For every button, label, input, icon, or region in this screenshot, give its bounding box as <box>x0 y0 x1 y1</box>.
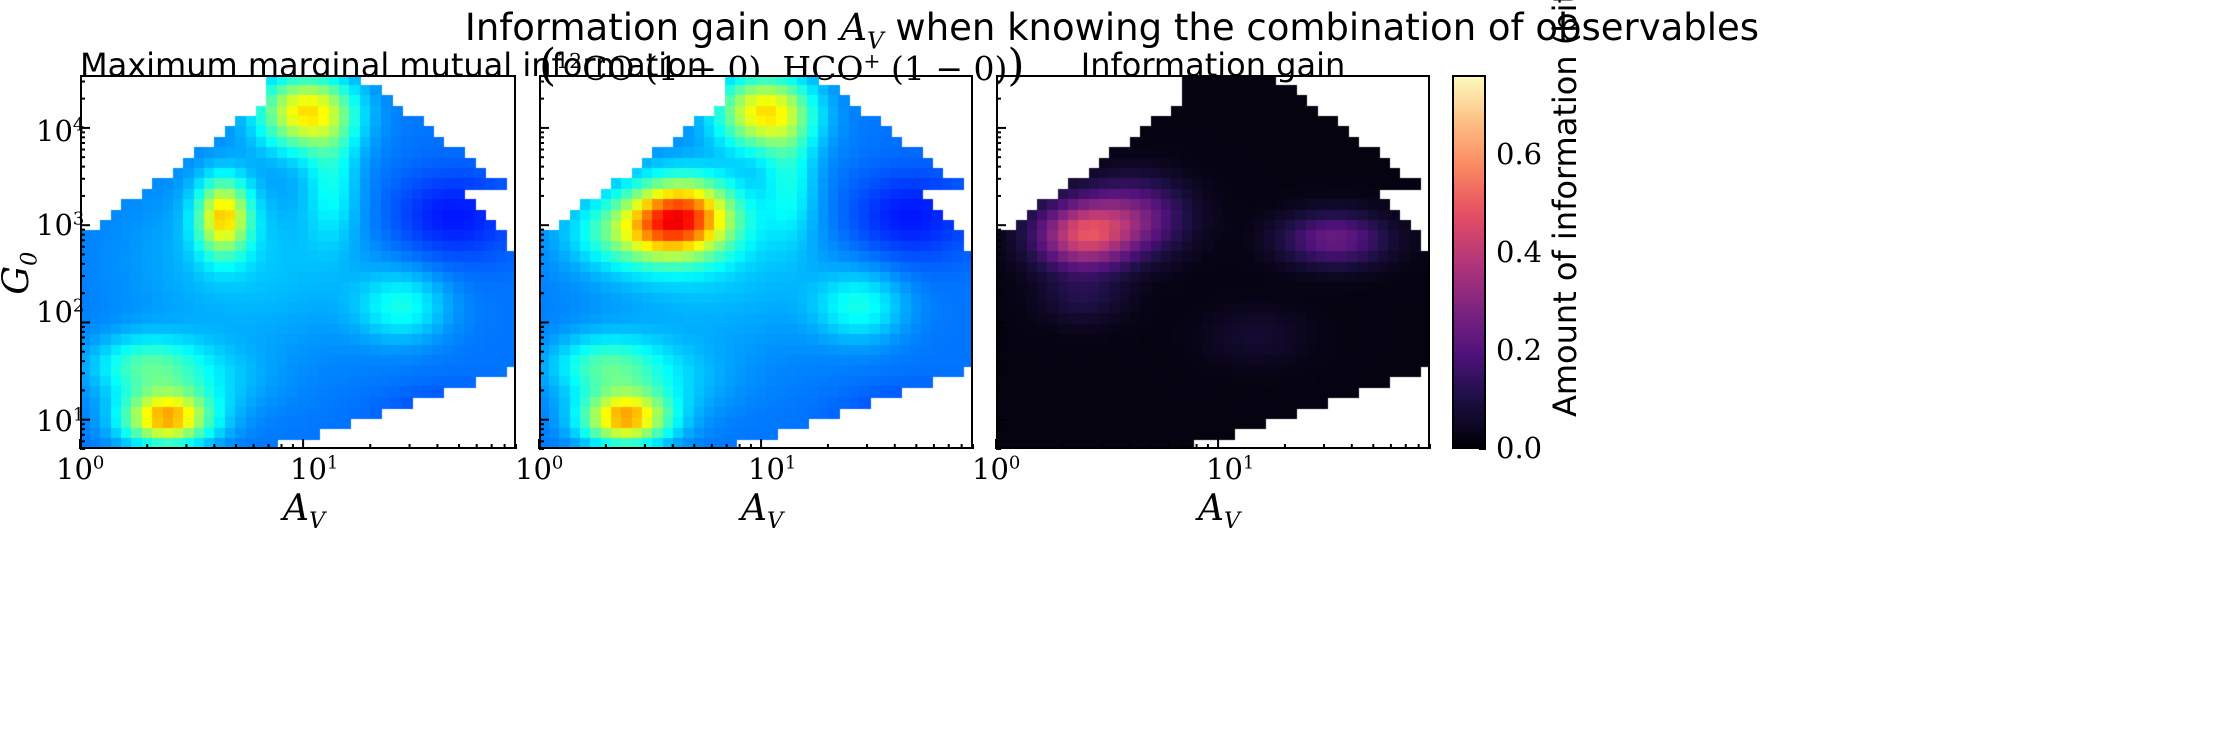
y-axis-label: G0 <box>0 251 43 295</box>
colorbar-tick-label: 0.6 <box>1496 137 1543 171</box>
x-axis-label: AV <box>283 488 326 535</box>
panel-2-frame <box>539 75 973 449</box>
x-axis-label: AV <box>1198 488 1241 535</box>
y-tick-label: 102 <box>36 295 85 329</box>
x-tick-label: 100 <box>515 452 564 486</box>
x-axis-label: AV <box>741 488 784 535</box>
panel-1-frame <box>80 75 516 449</box>
y-tick-label: 104 <box>36 114 85 148</box>
x-tick-label: 101 <box>1206 452 1255 486</box>
y-tick-label: 103 <box>36 208 85 242</box>
x-tick-label: 100 <box>972 452 1021 486</box>
colorbar-frame <box>1452 75 1486 449</box>
heatmap-panel-3 <box>996 75 1430 449</box>
panel-3-frame <box>996 75 1430 449</box>
figure-suptitle: Information gain on AV when knowing the … <box>464 6 1760 55</box>
y-tick-label: 101 <box>36 404 85 438</box>
x-tick-label: 101 <box>748 452 797 486</box>
heatmap-panel-1 <box>80 75 516 449</box>
x-tick-label: 100 <box>56 452 105 486</box>
colorbar-gradient <box>1452 75 1486 449</box>
heatmap-panel-2 <box>539 75 973 449</box>
colorbar-tick-label: 0.2 <box>1496 333 1543 367</box>
x-tick-label: 101 <box>290 452 339 486</box>
colorbar-tick-label: 0.0 <box>1496 431 1543 465</box>
colorbar-tick-label: 0.4 <box>1496 235 1543 269</box>
colorbar-label: Amount of information (bits) <box>1546 0 1584 417</box>
